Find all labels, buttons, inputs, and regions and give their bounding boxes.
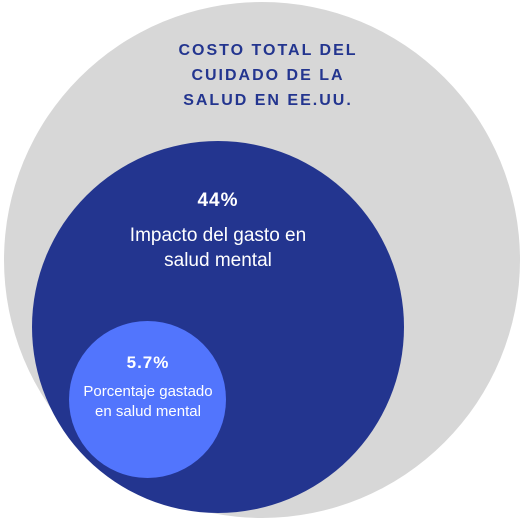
inner-circle-value: 5.7% — [126, 353, 170, 372]
outer-circle-title: COSTO TOTAL DEL CUIDADO DE LA SALUD EN E… — [168, 38, 368, 113]
inner-circle-percentage — [69, 321, 226, 478]
middle-label-line-1: Impacto del gasto en — [129, 225, 307, 246]
middle-circle-value: 44% — [197, 190, 239, 211]
middle-label-line-2: salud mental — [164, 250, 272, 271]
inner-label-line-1: Porcentaje gastado — [83, 383, 213, 400]
outer-title-line-1: COSTO TOTAL DEL — [178, 42, 358, 59]
middle-circle-text: 44% Impacto del gasto en salud mental — [96, 187, 340, 273]
outer-title-line-2: CUIDADO DE LA — [191, 67, 345, 84]
inner-label-line-2: en salud mental — [95, 403, 201, 420]
inner-circle-text: 5.7% Porcentaje gastado en salud mental — [63, 350, 233, 422]
outer-title-line-3: SALUD EN EE.UU. — [183, 92, 353, 109]
